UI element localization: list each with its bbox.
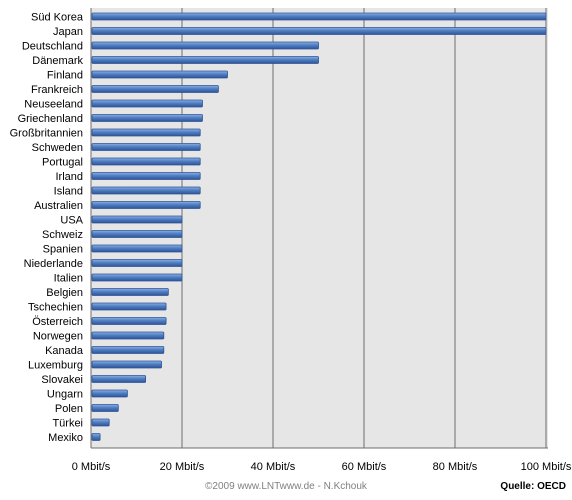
category-label: Belgien <box>46 287 83 299</box>
x-tick-label: 60 Mbit/s <box>342 461 387 473</box>
category-label: Süd Korea <box>31 12 84 24</box>
category-label: Italien <box>54 273 83 285</box>
category-label: USA <box>60 215 83 227</box>
bar <box>91 27 547 35</box>
category-label: Tschechien <box>28 302 83 314</box>
category-label: Slovakei <box>41 374 83 386</box>
x-tick-label: 0 Mbit/s <box>72 461 111 473</box>
category-label: Australien <box>34 200 83 212</box>
category-label: Portugal <box>42 157 83 169</box>
bar <box>91 317 167 325</box>
category-label: Großbritannien <box>10 128 83 140</box>
bar <box>91 41 319 50</box>
category-label: Kanada <box>45 345 84 357</box>
category-label: Finland <box>47 70 83 82</box>
bar <box>91 331 165 340</box>
copyright-credit: ©2009 www.LNTwww.de - N.Kchouk <box>205 481 367 492</box>
x-tick-labels: 0 Mbit/s 20 Mbit/s 40 Mbit/s 60 Mbit/s 80 Mb… <box>72 461 572 473</box>
x-tick-label: 100 Mbit/s <box>521 461 572 473</box>
category-label: Niederlande <box>24 258 83 270</box>
bars <box>91 12 547 441</box>
bar <box>91 346 165 354</box>
bar <box>91 244 183 253</box>
bar <box>91 418 110 427</box>
bar <box>91 12 547 21</box>
bar <box>91 302 167 311</box>
source-label: Quelle: OECD <box>500 481 566 492</box>
bar <box>91 70 228 79</box>
bar <box>91 259 183 267</box>
bar <box>91 273 183 282</box>
x-tick-label: 40 Mbit/s <box>251 461 296 473</box>
category-label: Schweiz <box>42 229 83 241</box>
category-label: Polen <box>55 403 83 415</box>
bar <box>91 433 101 441</box>
category-label: Mexiko <box>48 432 83 444</box>
bar <box>91 215 183 224</box>
bar <box>91 389 128 398</box>
x-tick-label: 20 Mbit/s <box>160 461 205 473</box>
bar <box>91 201 201 209</box>
category-label: Türkei <box>52 418 83 430</box>
category-label: Island <box>54 186 83 198</box>
bar <box>91 157 201 166</box>
bar <box>91 360 162 369</box>
category-label: Dänemark <box>32 55 83 67</box>
category-label: Österreich <box>32 316 83 328</box>
bar <box>91 99 203 108</box>
x-tick-label: 80 Mbit/s <box>433 461 478 473</box>
bar <box>91 375 146 383</box>
bar <box>91 128 201 137</box>
category-label: Griechenland <box>18 113 83 125</box>
category-label: Norwegen <box>33 331 83 343</box>
category-label: Frankreich <box>31 84 83 96</box>
category-label: Irland <box>55 171 83 183</box>
bar <box>91 143 201 151</box>
category-label: Neuseeland <box>24 99 83 111</box>
category-label: Ungarn <box>47 389 83 401</box>
bar <box>91 114 203 122</box>
category-label: Luxemburg <box>28 360 83 372</box>
category-labels: Süd Korea Japan Deutschland Dänemark Finland… <box>10 12 84 445</box>
bar <box>91 85 219 93</box>
bar <box>91 186 201 195</box>
category-label: Spanien <box>43 244 83 256</box>
category-label: Deutschland <box>22 41 83 53</box>
bar <box>91 404 119 412</box>
gridlines <box>181 8 547 448</box>
bar <box>91 288 169 296</box>
category-label: Japan <box>53 26 83 38</box>
bar <box>91 56 319 64</box>
bar <box>91 230 183 238</box>
category-label: Schweden <box>32 142 83 154</box>
plot-area <box>91 8 548 448</box>
bar <box>91 172 201 180</box>
